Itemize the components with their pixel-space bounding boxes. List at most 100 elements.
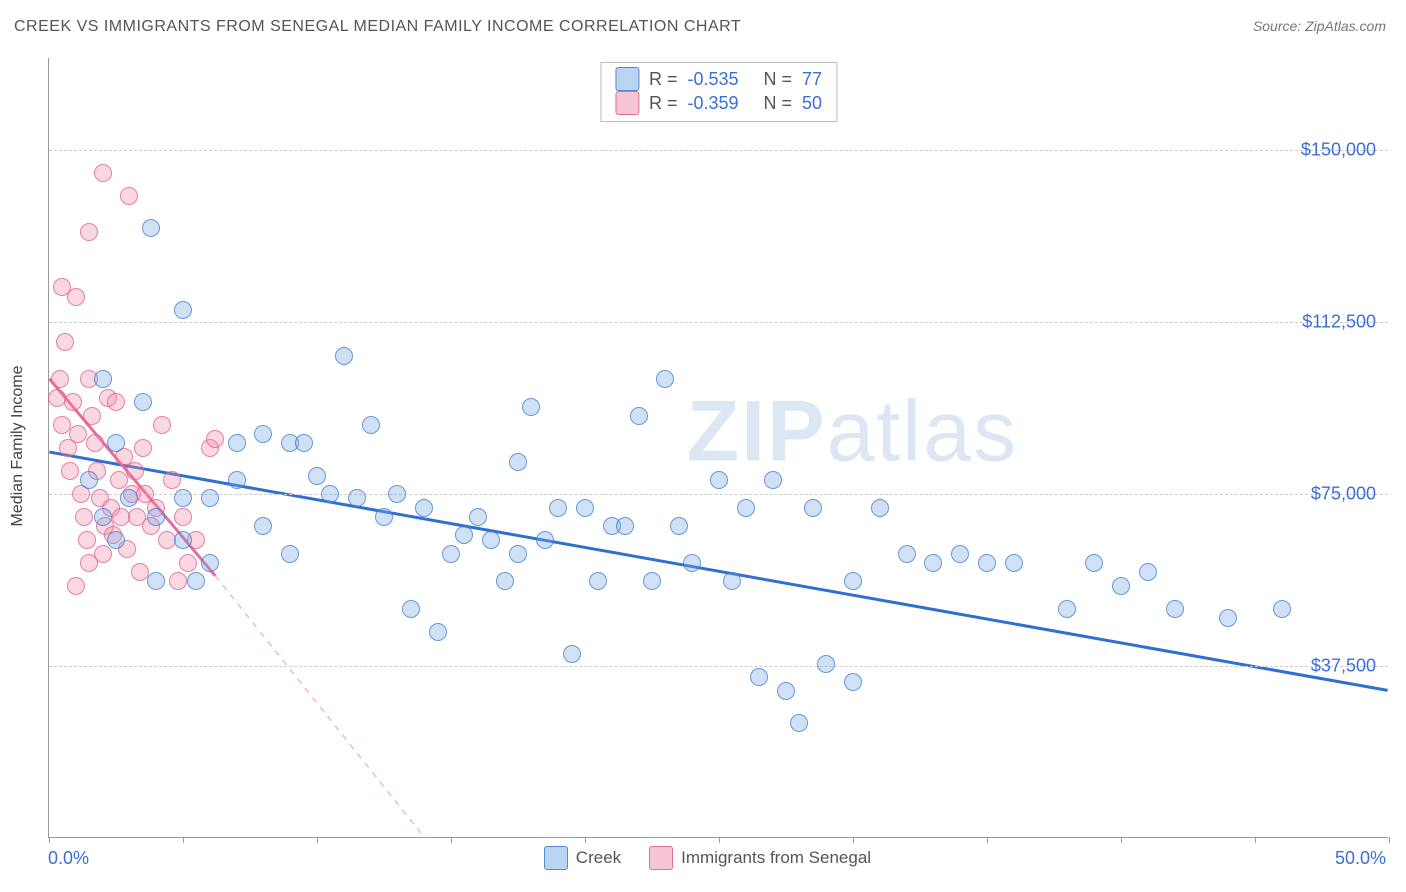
y-tick-label: $37,500: [1311, 655, 1376, 676]
data-point: [643, 572, 661, 590]
data-point: [80, 471, 98, 489]
y-axis-title: Median Family Income: [9, 366, 27, 527]
data-point: [670, 517, 688, 535]
data-point: [120, 489, 138, 507]
data-point: [898, 545, 916, 563]
correlation-row: R = -0.535 N = 77: [615, 67, 822, 91]
x-axis-max-label: 50.0%: [1335, 848, 1386, 869]
y-tick-label: $150,000: [1301, 139, 1376, 160]
data-point: [201, 554, 219, 572]
data-point: [469, 508, 487, 526]
data-point: [107, 434, 125, 452]
data-point: [402, 600, 420, 618]
correlation-legend: R = -0.535 N = 77 R = -0.359 N = 50: [600, 62, 837, 122]
data-point: [750, 668, 768, 686]
data-point: [64, 393, 82, 411]
data-point: [496, 572, 514, 590]
x-tick: [317, 837, 318, 843]
gridline: [49, 666, 1388, 667]
data-point: [53, 278, 71, 296]
data-point: [1166, 600, 1184, 618]
data-point: [348, 489, 366, 507]
data-point: [1085, 554, 1103, 572]
data-point: [1058, 600, 1076, 618]
y-tick-label: $112,500: [1302, 311, 1376, 332]
data-point: [94, 508, 112, 526]
n-value: 50: [802, 93, 822, 114]
data-point: [844, 572, 862, 590]
x-tick: [183, 837, 184, 843]
data-point: [254, 425, 272, 443]
data-point: [589, 572, 607, 590]
data-point: [871, 499, 889, 517]
data-point: [616, 517, 634, 535]
swatch-icon: [615, 91, 639, 115]
data-point: [228, 471, 246, 489]
x-tick: [451, 837, 452, 843]
data-point: [951, 545, 969, 563]
data-point: [683, 554, 701, 572]
data-point: [94, 370, 112, 388]
data-point: [375, 508, 393, 526]
data-point: [817, 655, 835, 673]
trendlines-svg: [49, 58, 1388, 837]
x-tick: [853, 837, 854, 843]
data-point: [126, 462, 144, 480]
data-point: [1005, 554, 1023, 572]
data-point: [86, 434, 104, 452]
x-tick: [719, 837, 720, 843]
data-point: [415, 499, 433, 517]
data-point: [723, 572, 741, 590]
data-point: [1273, 600, 1291, 618]
data-point: [134, 393, 152, 411]
data-point: [142, 219, 160, 237]
data-point: [67, 577, 85, 595]
data-point: [790, 714, 808, 732]
r-value: -0.359: [687, 93, 738, 114]
data-point: [656, 370, 674, 388]
data-point: [206, 430, 224, 448]
data-point: [1139, 563, 1157, 581]
data-point: [308, 467, 326, 485]
plot-area: ZIPatlas R = -0.535 N = 77 R = -0.359 N …: [48, 58, 1388, 838]
data-point: [94, 164, 112, 182]
data-point: [777, 682, 795, 700]
data-point: [455, 526, 473, 544]
data-point: [362, 416, 380, 434]
gridline: [49, 322, 1388, 323]
data-point: [429, 623, 447, 641]
data-point: [388, 485, 406, 503]
data-point: [563, 645, 581, 663]
x-tick: [1121, 837, 1122, 843]
data-point: [335, 347, 353, 365]
data-point: [187, 572, 205, 590]
legend-label: Creek: [576, 848, 621, 868]
swatch-icon: [544, 846, 568, 870]
x-tick: [49, 837, 50, 843]
data-point: [254, 517, 272, 535]
data-point: [281, 545, 299, 563]
data-point: [174, 531, 192, 549]
n-label: N =: [764, 69, 793, 90]
data-point: [522, 398, 540, 416]
data-point: [924, 554, 942, 572]
swatch-icon: [649, 846, 673, 870]
data-point: [630, 407, 648, 425]
data-point: [1219, 609, 1237, 627]
data-point: [764, 471, 782, 489]
gridline: [49, 150, 1388, 151]
data-point: [710, 471, 728, 489]
x-tick: [585, 837, 586, 843]
source-label: Source: ZipAtlas.com: [1253, 18, 1386, 34]
x-tick: [1255, 837, 1256, 843]
data-point: [509, 545, 527, 563]
r-label: R =: [649, 69, 678, 90]
correlation-row: R = -0.359 N = 50: [615, 91, 822, 115]
data-point: [75, 508, 93, 526]
data-point: [536, 531, 554, 549]
data-point: [107, 531, 125, 549]
r-label: R =: [649, 93, 678, 114]
data-point: [509, 453, 527, 471]
data-point: [737, 499, 755, 517]
data-point: [56, 333, 74, 351]
